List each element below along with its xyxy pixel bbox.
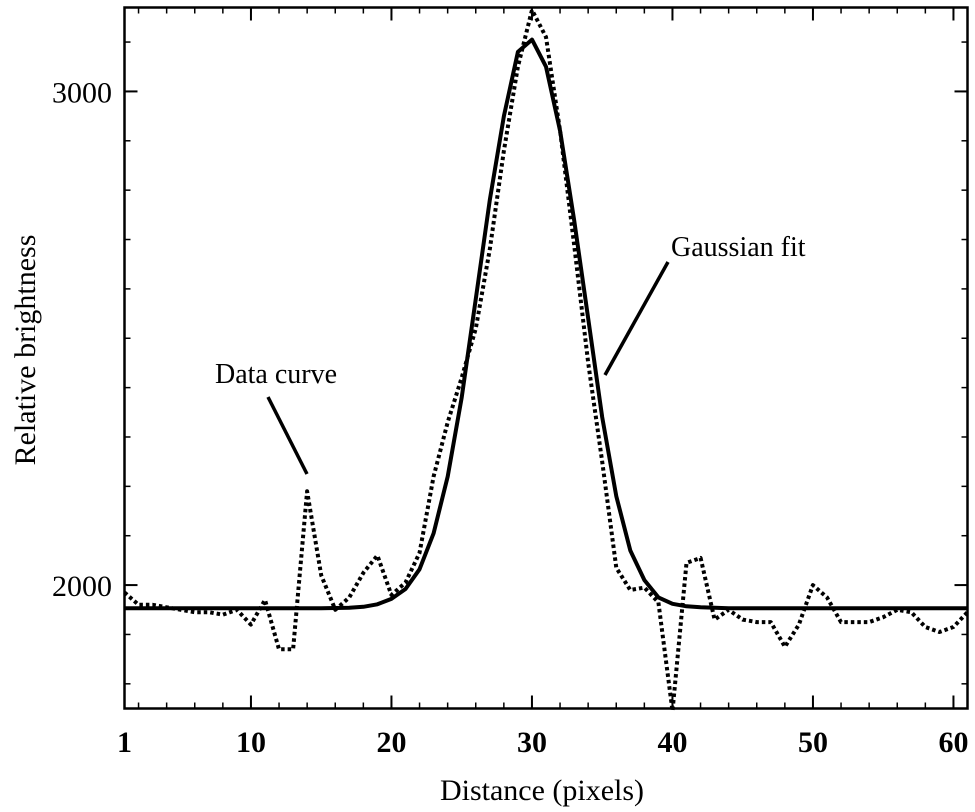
x-tick-label: 50 <box>798 726 828 759</box>
plot-frame <box>123 6 969 710</box>
x-tick-label: 60 <box>938 726 968 759</box>
x-tick-label: 30 <box>517 726 547 759</box>
tick-labels: 1 10 20 30 40 50 60 2000 3000 <box>52 76 968 759</box>
y-tick-label: 2000 <box>52 570 112 603</box>
x-tick-label: 40 <box>657 726 687 759</box>
gaussian-fit-annotation: Gaussian fit <box>671 232 806 263</box>
x-tick-label: 20 <box>376 726 406 759</box>
data-curve-annotation: Data curve <box>215 359 337 390</box>
gaussian-fit-line <box>124 37 968 611</box>
x-axis-title: Distance (pixels) <box>440 774 644 807</box>
y-axis-title: Relative brightness <box>9 235 42 466</box>
y-tick-label: 3000 <box>52 76 112 109</box>
series-layer <box>123 8 969 713</box>
axis-ticks <box>123 7 968 709</box>
x-tick-label: 10 <box>236 726 266 759</box>
x-tick-label: 1 <box>117 726 132 759</box>
data-curve-leader-line <box>266 396 309 475</box>
gaussian-fit-leader-line <box>603 261 670 376</box>
data-curve-line <box>123 8 969 713</box>
